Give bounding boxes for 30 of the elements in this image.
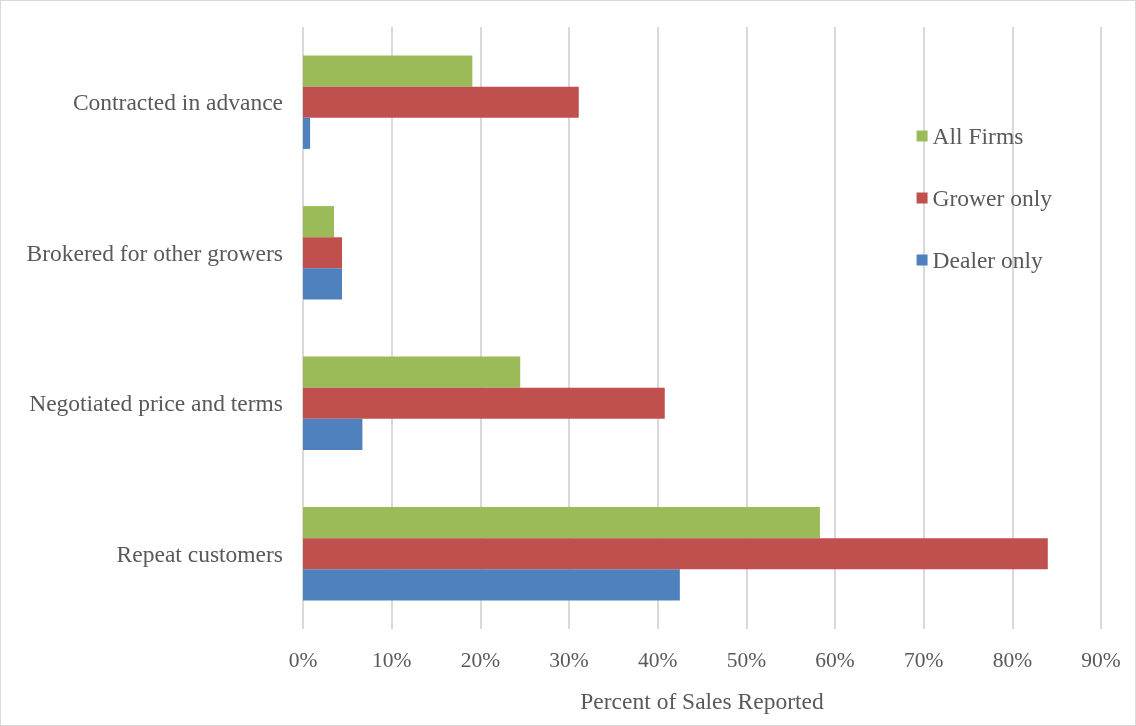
x-axis-title: Percent of Sales Reported (580, 688, 824, 714)
legend-label: Grower only (932, 185, 1053, 211)
x-tick-label: 50% (726, 648, 767, 672)
y-tick-label: Repeat customers (116, 540, 283, 567)
bar (303, 387, 665, 419)
x-tick-label: 60% (815, 648, 855, 672)
bar (303, 237, 343, 269)
bar (303, 418, 363, 450)
x-tick-label: 90% (1081, 648, 1121, 672)
bar (303, 86, 579, 118)
y-tick-label: Negotiated price and terms (29, 390, 283, 417)
x-tick-label: 70% (903, 648, 944, 672)
legend-label: Dealer only (932, 247, 1044, 273)
bar (303, 117, 311, 149)
bar (303, 538, 1048, 570)
y-tick-label: Brokered for other growers (26, 239, 283, 266)
y-tick-label: Contracted in advance (72, 89, 283, 116)
x-tick-label: 0% (288, 648, 318, 672)
x-tick-label: 30% (549, 648, 589, 672)
x-tick-label: 80% (992, 648, 1033, 672)
bar (303, 55, 473, 87)
x-tick-label: 40% (637, 648, 678, 672)
bar (303, 206, 335, 238)
bar (303, 356, 521, 388)
legend-label: All Firms (932, 123, 1024, 149)
bar (303, 569, 680, 601)
bar (303, 507, 820, 539)
x-tick-label: 20% (460, 648, 501, 672)
x-tick-label: 10% (371, 648, 412, 672)
bar (303, 268, 343, 300)
